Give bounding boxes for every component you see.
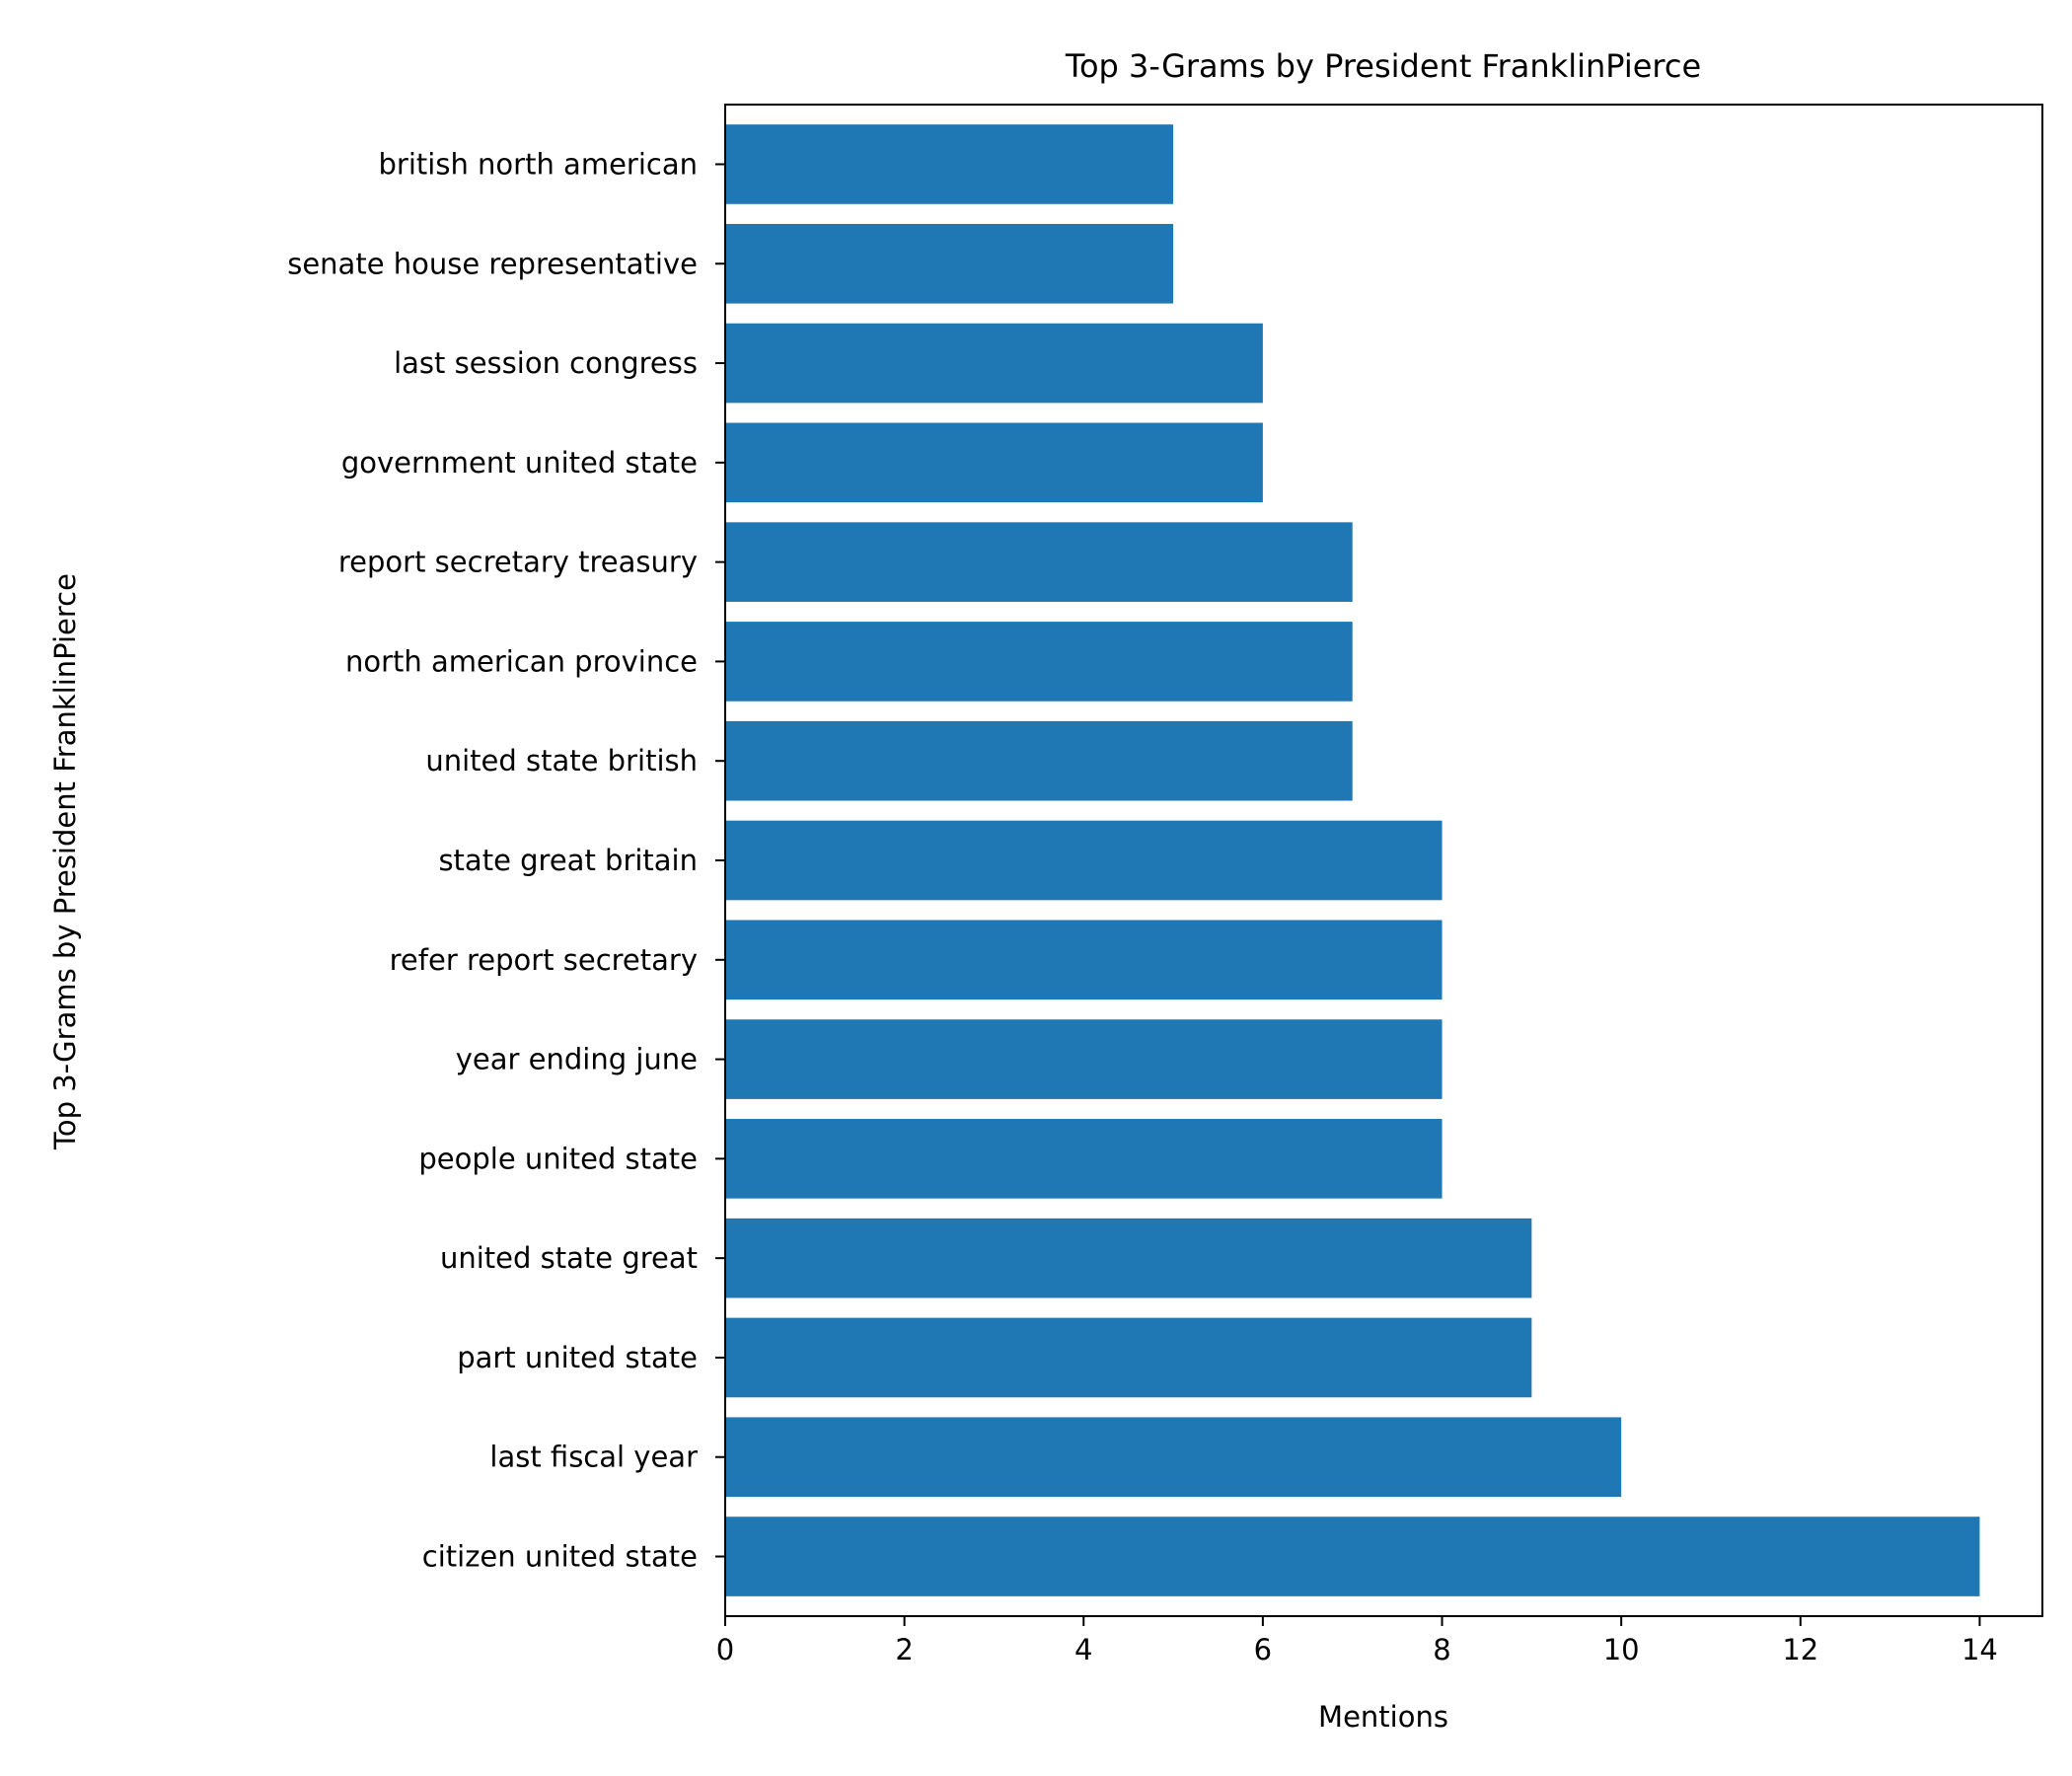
bar: [725, 920, 1443, 1000]
bar: [725, 1317, 1532, 1398]
y-tick-label: state great britain: [438, 844, 698, 877]
bar: [725, 522, 1353, 602]
y-tick-label: last fiscal year: [489, 1441, 698, 1474]
chart-title: Top 3-Grams by President FranklinPierce: [1065, 47, 1701, 85]
bar: [725, 1119, 1443, 1199]
bar: [725, 124, 1174, 204]
y-tick-label: north american province: [345, 644, 698, 678]
bars-group: [725, 124, 1980, 1596]
bar: [725, 1517, 1980, 1596]
y-tick-label: citizen united state: [422, 1540, 698, 1574]
y-tick-label: government united state: [341, 446, 698, 480]
y-tick-label: part united state: [457, 1341, 698, 1374]
bar: [725, 1417, 1622, 1498]
y-tick-label: british north american: [379, 147, 698, 181]
x-axis-ticks: 0 2 4 6 8 10 12 14: [716, 1616, 1998, 1666]
x-tick-label: 2: [895, 1633, 913, 1666]
x-tick-label: 4: [1074, 1633, 1092, 1666]
x-tick-label: 6: [1254, 1633, 1272, 1666]
x-tick-label: 14: [1961, 1633, 1998, 1666]
bar: [725, 622, 1353, 702]
bar: [725, 323, 1263, 404]
y-tick-label: last session congress: [394, 346, 698, 380]
y-axis-title: Top 3-Grams by President FranklinPierce: [48, 573, 82, 1150]
x-tick-label: 12: [1782, 1633, 1818, 1666]
y-tick-label: report secretary treasury: [338, 546, 698, 579]
y-tick-label: people united state: [418, 1142, 698, 1175]
y-tick-label: united state great: [440, 1241, 698, 1275]
bar: [725, 1218, 1532, 1298]
x-axis-title: Mentions: [1318, 1700, 1448, 1734]
y-axis-ticks: citizen united state last fiscal year part…: [287, 147, 725, 1574]
y-tick-label: year ending june: [456, 1043, 698, 1076]
bar: [725, 820, 1443, 901]
bar: [725, 1019, 1443, 1099]
y-tick-label: united state british: [425, 744, 698, 777]
y-tick-label: senate house representative: [287, 247, 698, 280]
y-tick-label: refer report secretary: [390, 943, 698, 977]
bar: [725, 223, 1174, 304]
bar: [725, 422, 1263, 503]
plot-frame: [724, 104, 2043, 1617]
x-tick-label: 0: [716, 1633, 734, 1666]
bar: [725, 720, 1353, 801]
x-tick-label: 8: [1433, 1633, 1450, 1666]
x-tick-label: 10: [1603, 1633, 1640, 1666]
